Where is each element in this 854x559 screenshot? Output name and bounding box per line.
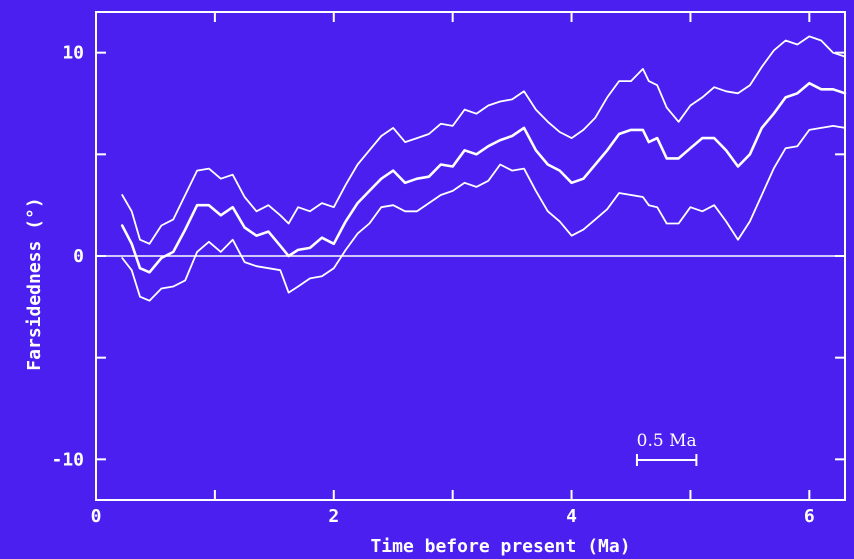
x-tick-label: 0 — [91, 506, 102, 527]
series-line-3 — [121, 125, 846, 302]
x-tick-label: 4 — [566, 506, 577, 527]
x-tick-label: 6 — [804, 506, 815, 527]
axes-group — [95, 11, 846, 501]
y-tick-label: -10 — [51, 449, 84, 470]
series-line-1 — [121, 35, 846, 245]
x-axis-label: Time before present (Ma) — [370, 536, 630, 557]
series-group — [120, 35, 847, 302]
scale-bar-label: 0.5 Ma — [637, 431, 697, 451]
x-tick-label: 2 — [328, 506, 339, 527]
y-axis-label: Farsidedness (°) — [24, 197, 45, 370]
series-line-2 — [120, 81, 847, 274]
y-tick-label: 10 — [62, 43, 84, 64]
labels-group: 0 2 4 6 -10 0 10 Time before present (Ma) Farsid… — [24, 43, 815, 557]
y-tick-label: 0 — [73, 246, 84, 267]
